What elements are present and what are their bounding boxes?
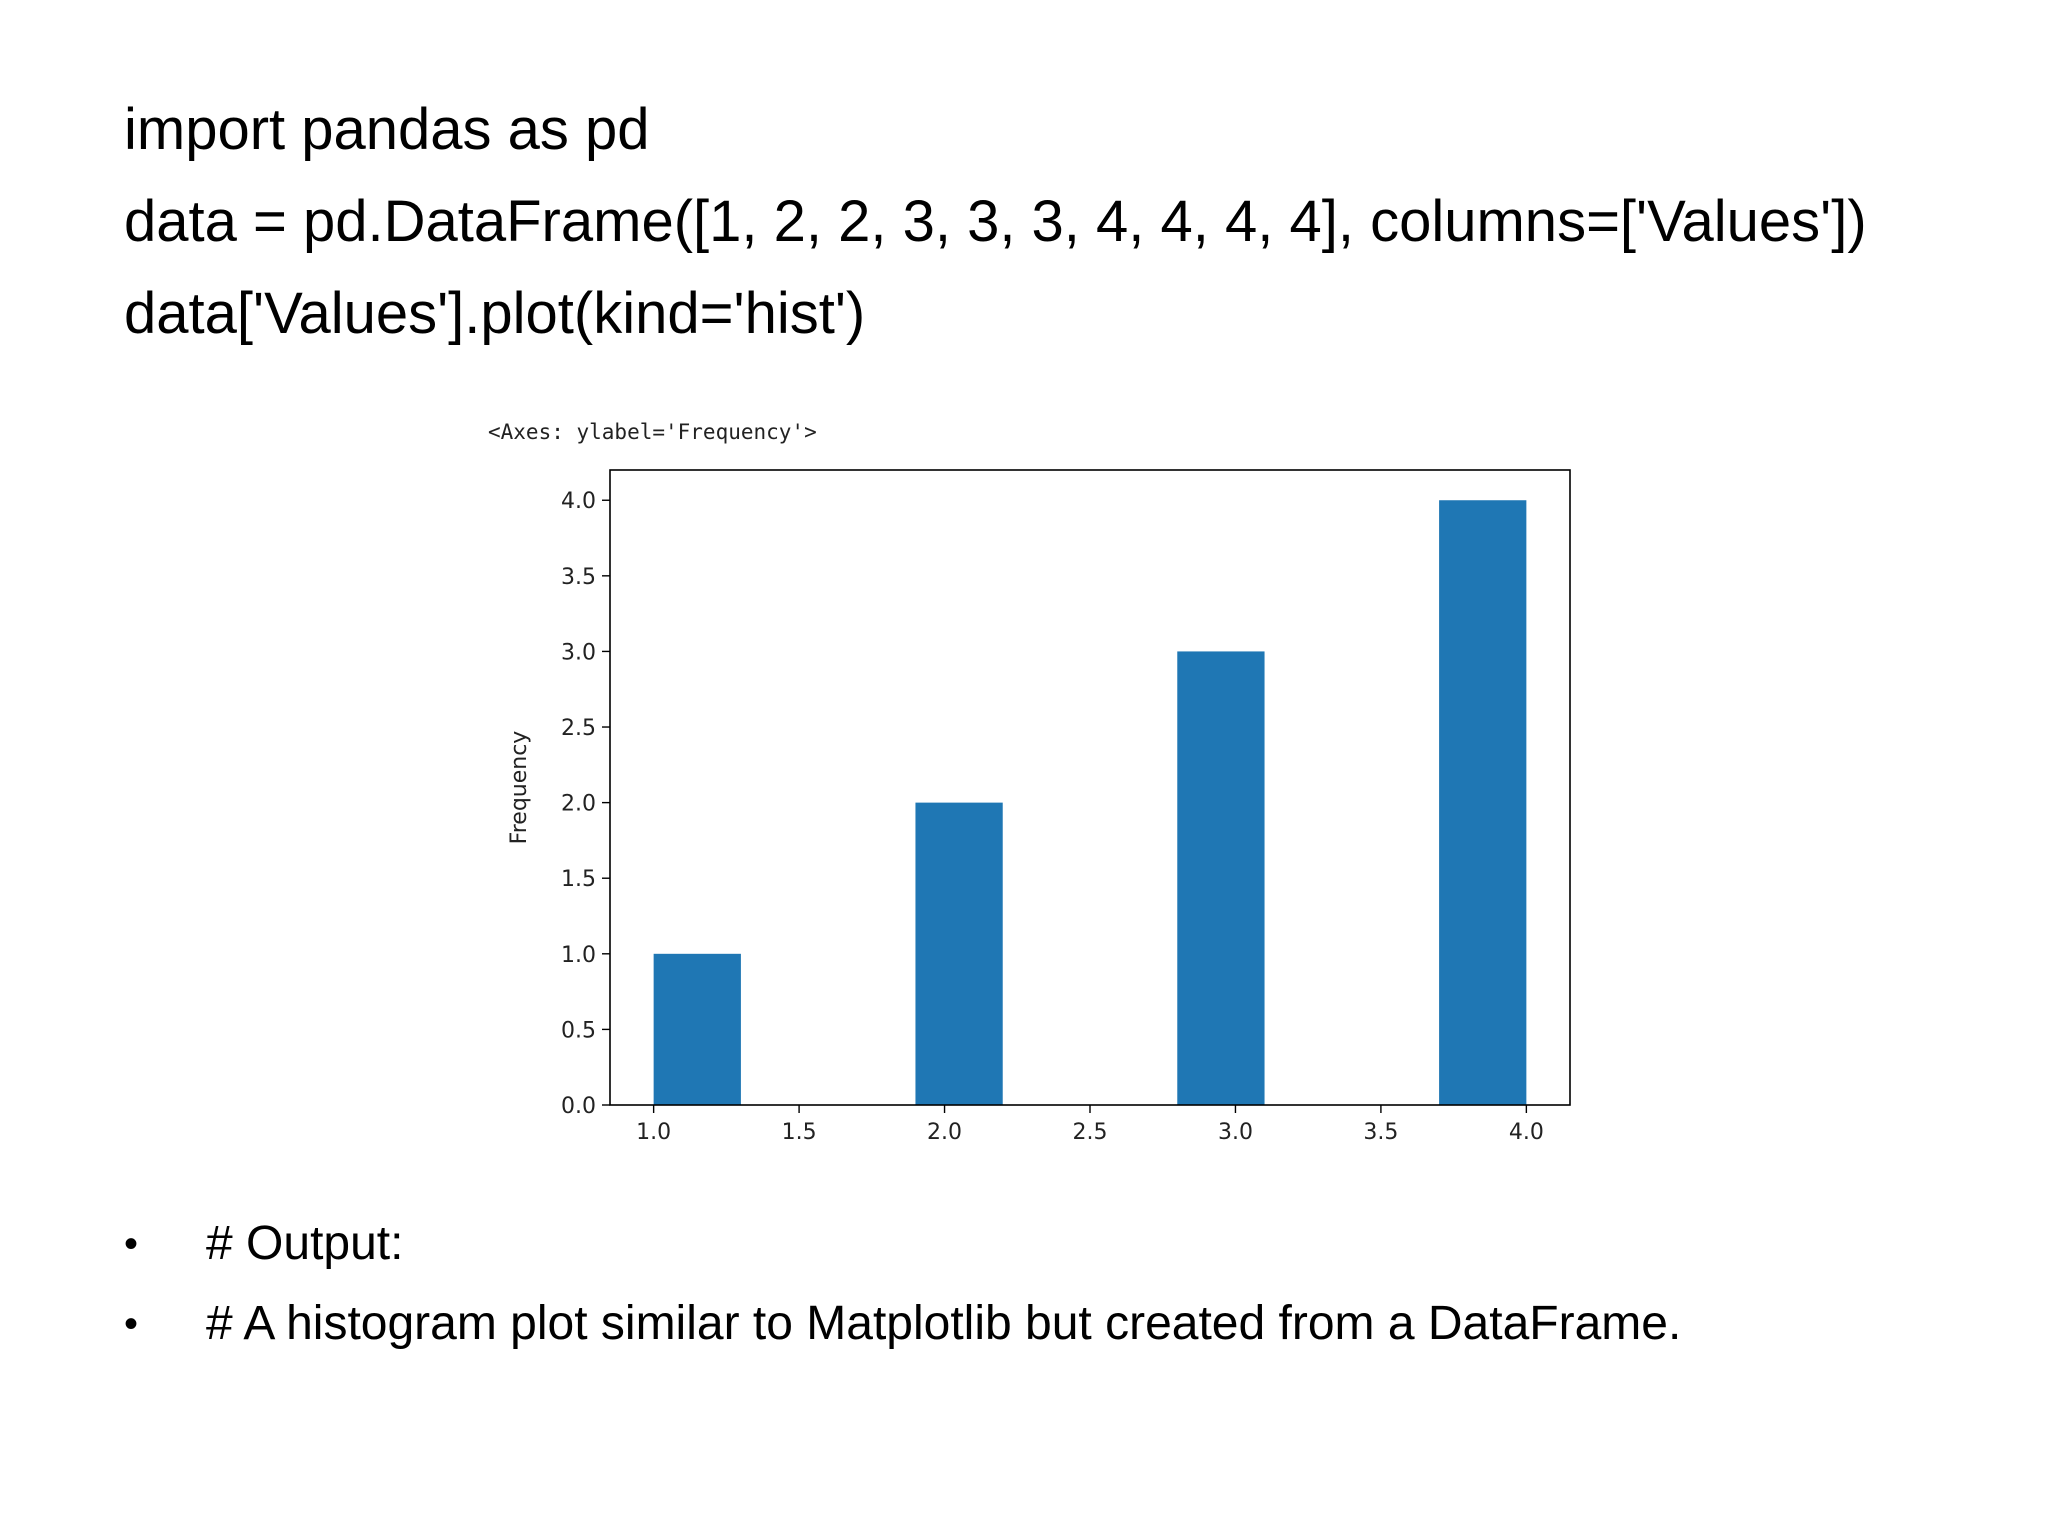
- y-tick-label-8: 4.0: [561, 489, 596, 514]
- x-tick-label-2: 2.0: [927, 1120, 962, 1145]
- code-line-plot: data['Values'].plot(kind='hist'): [124, 281, 866, 346]
- x-tick-label-0: 1.0: [636, 1120, 671, 1145]
- y-tick-label-5: 2.5: [561, 716, 596, 741]
- x-tick-label-3: 2.5: [1073, 1120, 1108, 1145]
- y-tick-label-2: 1.0: [561, 943, 596, 968]
- y-tick-label-4: 2.0: [561, 792, 596, 817]
- x-tick-label-6: 4.0: [1509, 1120, 1544, 1145]
- y-tick-label-0: 0.0: [561, 1094, 596, 1119]
- x-tick-label-1: 1.5: [782, 1120, 817, 1145]
- histogram-bar-9: [1439, 500, 1527, 1105]
- y-tick-label-7: 3.5: [561, 565, 596, 590]
- histogram-bar-0: [653, 953, 741, 1105]
- bullet-text: # A histogram plot similar to Matplotlib…: [206, 1297, 1682, 1350]
- y-tick-label-1: 0.5: [561, 1018, 596, 1043]
- y-ticks: 0.0 0.5 1.0 1.5 2.0 2.5 3.0 3.5 4.0: [561, 489, 610, 1119]
- x-ticks: 1.0 1.5 2.0 2.5 3.0 3.5 4.0: [636, 1105, 1544, 1145]
- y-axis-label: Frequency: [507, 731, 532, 845]
- histogram-chart: 1.0 1.5 2.0 2.5 3.0 3.5 4.0 0.0 0.5 1.0 1.5 2.0 2.5…: [507, 469, 1571, 1145]
- axes-output-repr: <Axes: ylabel='Frequency'>: [488, 420, 817, 444]
- bullet-dot: •: [124, 1222, 139, 1266]
- histogram-bar-3: [915, 802, 1003, 1105]
- bullet-dot: •: [124, 1302, 139, 1346]
- code-line-dataframe: data = pd.DataFrame([1, 2, 2, 3, 3, 3, 4…: [124, 189, 1867, 254]
- y-tick-label-6: 3.0: [561, 640, 596, 665]
- x-tick-label-5: 3.5: [1363, 1120, 1398, 1145]
- bars-layer: [653, 500, 1527, 1105]
- code-block: import pandas as pd data = pd.DataFrame(…: [124, 84, 1867, 360]
- plot-frame: [609, 469, 1571, 1106]
- bullet-text: # Output:: [206, 1217, 404, 1270]
- y-tick-label-3: 1.5: [561, 867, 596, 892]
- x-tick-label-4: 3.0: [1218, 1120, 1253, 1145]
- code-line-import: import pandas as pd: [124, 97, 650, 162]
- histogram-bar-6: [1177, 651, 1265, 1105]
